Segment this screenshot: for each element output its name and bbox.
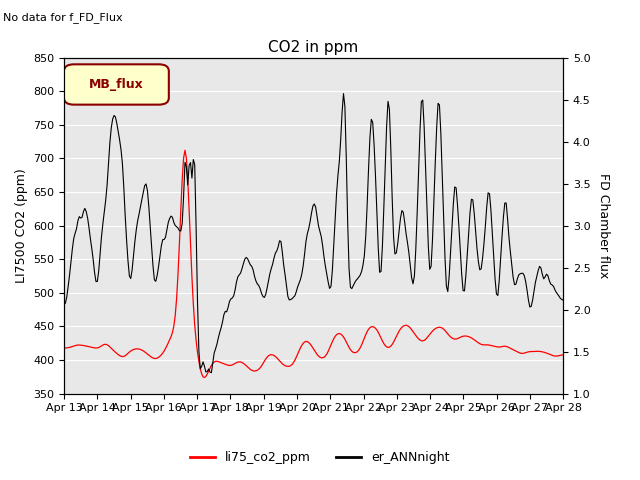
Legend: li75_co2_ppm, er_ANNnight: li75_co2_ppm, er_ANNnight — [186, 446, 454, 469]
Y-axis label: LI7500 CO2 (ppm): LI7500 CO2 (ppm) — [15, 168, 28, 283]
Text: No data for f_FD_Flux: No data for f_FD_Flux — [3, 12, 123, 23]
Title: CO2 in ppm: CO2 in ppm — [268, 40, 359, 55]
Text: MB_flux: MB_flux — [89, 78, 144, 91]
FancyBboxPatch shape — [64, 64, 169, 105]
Y-axis label: FD Chamber flux: FD Chamber flux — [597, 173, 610, 278]
